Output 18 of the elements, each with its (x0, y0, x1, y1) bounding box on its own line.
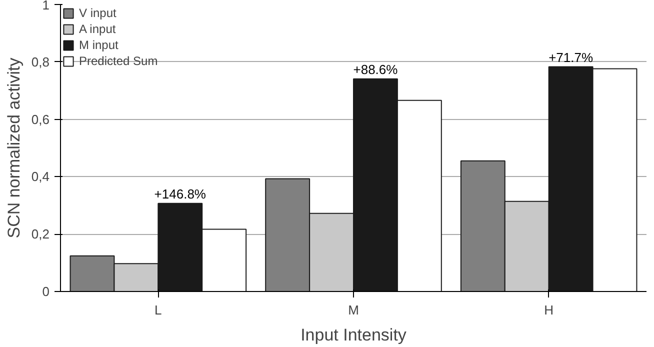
legend-label: M input (79, 38, 118, 52)
legend-label: A input (79, 22, 116, 36)
y-tick-label: 1 (42, 0, 50, 12)
annotation: +88.6% (353, 62, 398, 77)
y-axis-title: SCN normalized activity (4, 57, 24, 238)
x-tick-label: H (544, 302, 554, 318)
y-tick-label: 0,4 (31, 169, 50, 184)
legend-label: Predicted Sum (79, 54, 158, 68)
annotation: +71.7% (548, 50, 594, 65)
y-tick-label: 0,8 (31, 54, 50, 70)
annotation: +146.8% (154, 186, 206, 202)
y-tick-label: 0 (42, 284, 50, 299)
x-axis-title: Input Intensity (300, 326, 407, 344)
x-tick-label: M (348, 302, 359, 318)
legend-label: V input (79, 6, 116, 20)
y-tick-label: 0,2 (31, 226, 50, 242)
x-tick-label: L (154, 302, 162, 318)
y-tick-label: 0,6 (31, 112, 50, 127)
